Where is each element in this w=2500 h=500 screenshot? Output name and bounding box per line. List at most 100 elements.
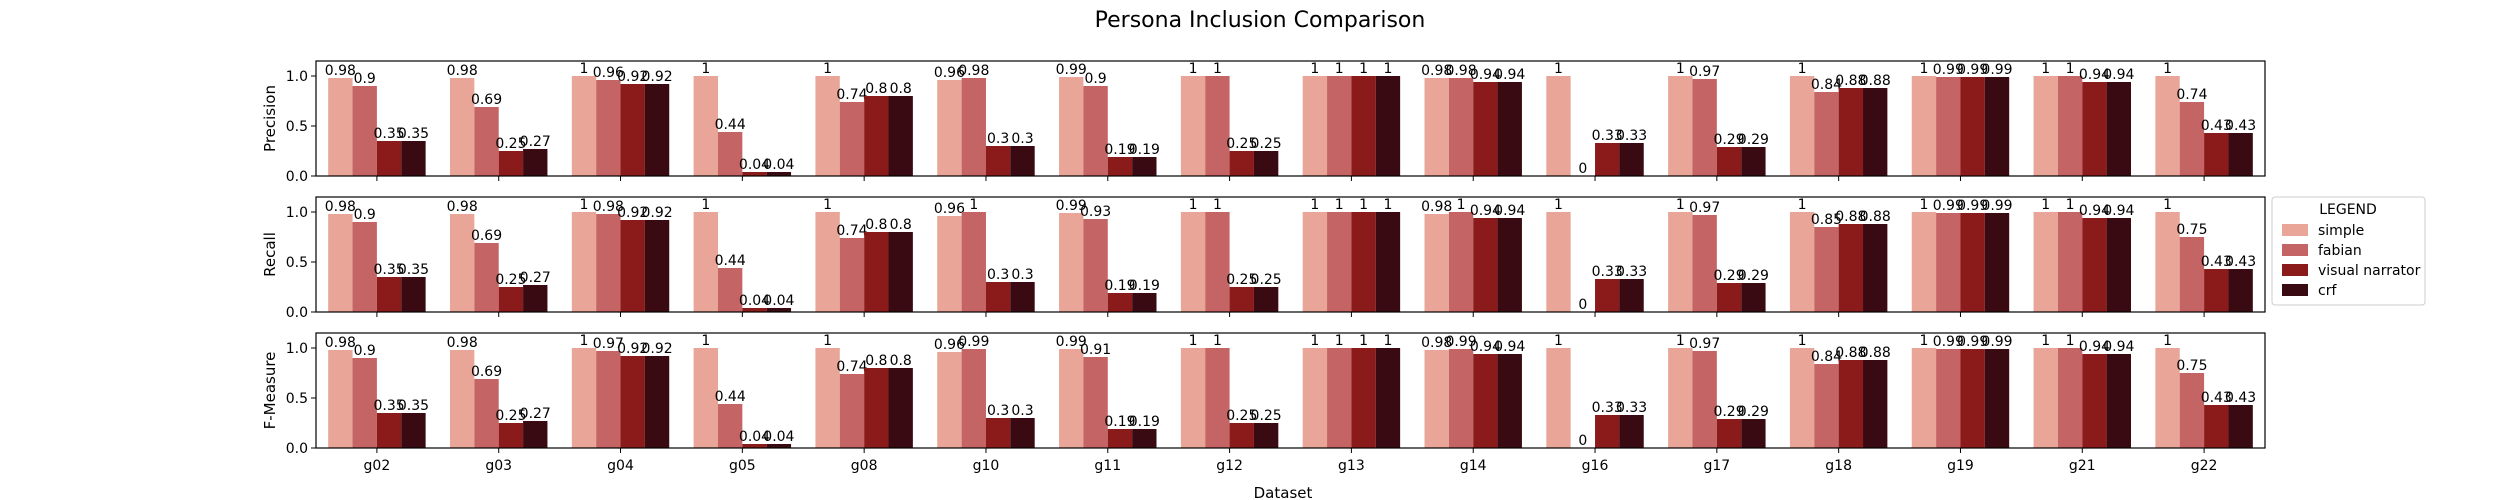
data-label: 0.94 — [1494, 67, 1525, 83]
data-label: 1 — [701, 197, 710, 213]
legend-frame — [2271, 196, 2426, 306]
data-label: 0.96 — [934, 201, 965, 217]
y-tick-label: 0.5 — [286, 391, 308, 407]
bar — [742, 308, 767, 312]
bar — [523, 421, 548, 448]
data-label: 0.3 — [1011, 403, 1033, 419]
data-label: 1 — [1554, 61, 1563, 77]
bar — [1375, 348, 1401, 448]
bar — [2082, 218, 2107, 312]
data-label: 1 — [823, 197, 832, 213]
bar — [815, 76, 840, 176]
data-label: 0.99 — [1957, 334, 1988, 350]
y-tick-label: 1.0 — [286, 69, 308, 85]
data-label: 1 — [823, 61, 832, 77]
legend-swatch — [2282, 284, 2308, 296]
data-label: 0.94 — [2079, 339, 2110, 355]
panel-precision: 0.98 0.98 1 1 1 0.96 0.99 1 1 0.98 1 1 1 1 1 10.90.690.… — [261, 60, 2266, 185]
data-label: 0.88 — [1860, 345, 1891, 361]
bar — [474, 379, 499, 448]
bar — [2033, 348, 2058, 448]
bar — [742, 444, 767, 448]
data-label: 0.25 — [1251, 408, 1282, 424]
bar — [1692, 351, 1717, 448]
x-tick-label: g17 — [1703, 458, 1730, 474]
data-label: 0.99 — [1957, 62, 1988, 78]
bar — [376, 141, 402, 176]
data-label: 0.92 — [641, 341, 672, 357]
x-tick-label: g08 — [851, 458, 878, 474]
data-label: 1 — [1213, 61, 1222, 77]
bar — [839, 238, 865, 312]
data-label: 0.19 — [1104, 278, 1135, 294]
data-label: 0.88 — [1860, 73, 1891, 89]
bar — [1010, 282, 1035, 312]
x-tick-label: g11 — [1094, 458, 1121, 474]
bar — [523, 149, 548, 176]
data-label: 0.84 — [1811, 349, 1842, 365]
data-label: 0.97 — [593, 336, 624, 352]
bar — [2155, 76, 2180, 176]
data-label: 0.04 — [739, 157, 770, 173]
data-label: 1 — [1189, 61, 1198, 77]
bar — [1619, 279, 1644, 312]
data-label: 0.35 — [398, 126, 429, 142]
data-label: 1 — [1359, 61, 1368, 77]
bar — [717, 404, 743, 448]
bar — [352, 86, 377, 176]
bar — [1132, 429, 1157, 448]
x-tick-label: g12 — [1216, 458, 1243, 474]
bar — [1010, 146, 1035, 176]
y-tick-label: 0.5 — [286, 119, 308, 135]
bar — [1789, 348, 1815, 448]
data-label: 0.43 — [2201, 254, 2232, 270]
bar — [2204, 133, 2229, 176]
x-tick-label: g22 — [2191, 458, 2218, 474]
data-label: 1 — [1798, 197, 1807, 213]
bar — [839, 102, 865, 176]
data-label: 1 — [1359, 197, 1368, 213]
data-label: 0.29 — [1713, 268, 1744, 284]
data-label: 1 — [1919, 61, 1928, 77]
bar — [401, 141, 426, 176]
data-label: 1 — [580, 197, 589, 213]
bar — [328, 214, 353, 312]
data-label: 0.74 — [836, 223, 867, 239]
data-label: 0.92 — [617, 205, 648, 221]
x-tick-label: g19 — [1947, 458, 1974, 474]
data-label: 0 — [1578, 161, 1587, 177]
data-label: 0.91 — [1080, 342, 1111, 358]
bar — [1229, 287, 1254, 312]
bar — [2179, 102, 2205, 176]
legend-items: simple fabian visual narrator crf — [2282, 223, 2421, 299]
bar — [2033, 212, 2058, 312]
bar — [961, 212, 986, 312]
bar — [1253, 287, 1279, 312]
y-tick-label: 0.0 — [286, 169, 308, 185]
data-label: 0.9 — [354, 207, 376, 223]
data-label: 0.25 — [495, 272, 526, 288]
bar — [1692, 79, 1717, 176]
bar — [888, 232, 913, 312]
bar — [1132, 157, 1157, 176]
data-label: 0.96 — [934, 337, 965, 353]
bar — [1180, 348, 1206, 448]
bar — [1083, 219, 1108, 312]
panel-f-measure: 0.98 0.98 1 1 1 0.96 0.99 1 1 0.98 1 1 1 1 1 10.90.690.… — [261, 332, 2266, 474]
data-label: 0.88 — [1860, 209, 1891, 225]
data-label: 0.88 — [1835, 73, 1866, 89]
data-label: 1 — [1798, 61, 1807, 77]
bar — [1375, 212, 1401, 312]
data-label: 0.3 — [987, 131, 1009, 147]
bar — [961, 78, 986, 176]
bar — [1351, 348, 1376, 448]
x-tick-label: g02 — [364, 458, 391, 474]
bar — [1351, 76, 1376, 176]
bar — [449, 214, 475, 312]
data-label: 0.8 — [865, 81, 887, 97]
data-label: 0.25 — [1226, 408, 1257, 424]
bar — [766, 444, 792, 448]
bar — [644, 356, 670, 448]
bar — [1107, 157, 1133, 176]
data-label: 0.94 — [1494, 203, 1525, 219]
